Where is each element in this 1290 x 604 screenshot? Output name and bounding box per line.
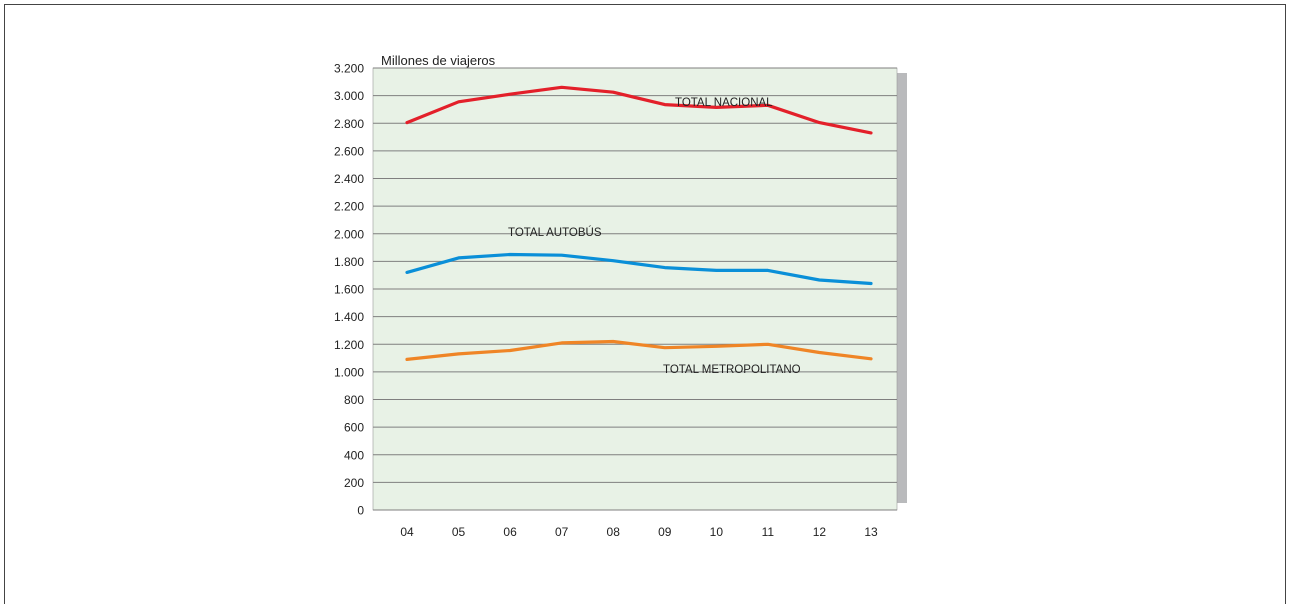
x-tick-label: 07 [555,525,569,539]
y-tick-label: 1.000 [334,365,364,379]
series-label: TOTAL NACIONAL [675,97,773,109]
y-tick-label: 2.200 [334,200,364,214]
series-lines [405,85,873,361]
y-axis-ticks: 0 200 400 600 800 1.000 1.200 1.400 1.600 1.800 2.… [334,62,364,518]
series-line [405,339,873,361]
x-tick-label: 08 [607,525,621,539]
x-tick-label: 11 [762,525,775,539]
x-tick-label: 04 [400,525,414,539]
y-tick-label: 3.000 [334,89,364,103]
y-tick-label: 3.200 [334,62,364,76]
x-tick-label: 09 [658,525,672,539]
series-line [405,85,873,135]
x-tick-label: 10 [710,525,724,539]
y-tick-label: 1.800 [334,255,364,269]
x-tick-label: 13 [864,525,878,539]
x-tick-label: 12 [813,525,827,539]
y-tick-label: 2.400 [334,172,364,186]
y-axis-label: Millones de viajeros [381,53,496,68]
x-axis-ticks: 04 05 06 07 08 09 10 11 12 13 [400,525,878,539]
chart-frame [4,4,1286,604]
series-label: TOTAL METROPOLITANO [663,364,801,376]
y-tick-label: 2.800 [334,117,364,131]
y-tick-label: 1.600 [334,283,364,297]
y-tick-label: 0 [357,504,364,518]
y-tick-label: 1.200 [334,338,364,352]
y-tick-label: 600 [344,421,364,435]
y-tick-label: 1.400 [334,310,364,324]
x-tick-label: 06 [503,525,517,539]
series-line [405,252,873,286]
y-tick-label: 800 [344,393,364,407]
y-tick-label: 400 [344,448,364,462]
series-labels: TOTAL NACIONAL TOTAL AUTOBÚS TOTAL METROPO… [508,97,801,376]
y-tick-label: 2.000 [334,227,364,241]
series-label: TOTAL AUTOBÚS [508,226,602,239]
y-tick-label: 200 [344,476,364,490]
y-tick-label: 2.600 [334,144,364,158]
x-tick-label: 05 [452,525,466,539]
